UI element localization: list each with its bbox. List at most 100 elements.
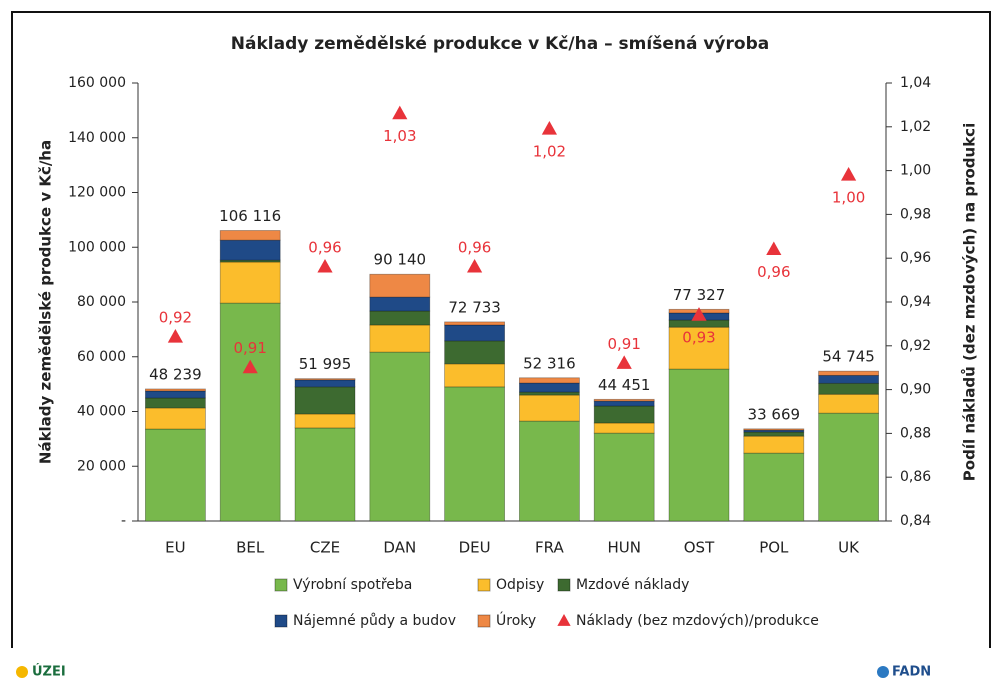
ratio-marker (392, 105, 408, 120)
total-label: 72 733 (448, 298, 501, 316)
footer-right: FADN (892, 665, 931, 680)
bar-segment (144, 397, 206, 409)
bar-segment (369, 324, 431, 353)
bar-segment (219, 261, 281, 304)
y-tick-label: 20 000 (77, 458, 126, 474)
ratio-marker (242, 359, 258, 374)
ratio-label: 1,02 (533, 142, 566, 160)
ratio-marker (541, 120, 557, 135)
legend-swatch (557, 578, 571, 592)
legend-label: Odpisy (496, 577, 544, 593)
y-tick-label: 40 000 (77, 404, 126, 420)
y-tick-label: 80 000 (77, 294, 126, 310)
ratio-label: 1,00 (832, 188, 865, 206)
bar-segment (818, 382, 879, 395)
bar-segment (369, 351, 431, 522)
bar-segment (593, 432, 655, 522)
y-tick-label: 160 000 (68, 75, 126, 91)
bar-segment (519, 377, 580, 384)
bar-segment (519, 420, 580, 522)
bar-segment (818, 412, 879, 522)
total-label: 44 451 (598, 376, 651, 394)
y-tick-label: 60 000 (77, 349, 126, 365)
total-label: 52 316 (523, 354, 576, 372)
y2-tick-label: 1,02 (900, 119, 931, 135)
ratio-marker (841, 166, 857, 181)
bar-segment (519, 391, 580, 396)
y2-tick-label: 0,84 (900, 513, 931, 529)
ratio-label: 0,96 (757, 263, 790, 281)
bar-segment (743, 435, 805, 454)
bar-segment (818, 374, 879, 384)
x-tick-label: OST (684, 539, 715, 557)
ratio-marker (167, 329, 183, 343)
bar-segment (369, 296, 431, 312)
y2-tick-label: 0,90 (900, 382, 931, 398)
bar-segment (294, 379, 356, 388)
ratio-label: 1,03 (383, 127, 416, 145)
bar-segment (219, 230, 281, 241)
ratio-marker (766, 241, 782, 256)
chart-title: Náklady zemědělské produkce v Kč/ha – sm… (231, 34, 769, 54)
bar-segment (144, 390, 206, 399)
legend-swatch (477, 614, 491, 628)
x-tick-label: UK (838, 539, 860, 557)
y-tick-label: 140 000 (68, 130, 126, 146)
y2-tick-label: 0,92 (900, 338, 931, 354)
bar-segment (519, 394, 580, 422)
legend-marker (557, 614, 571, 626)
y2-tick-label: 0,96 (900, 250, 931, 266)
total-label: 48 239 (149, 365, 202, 383)
x-tick-label: FRA (535, 539, 564, 557)
total-label: 106 116 (219, 207, 281, 225)
x-tick-label: HUN (607, 539, 640, 557)
bar-segment (294, 413, 356, 429)
legend-label: Úroky (496, 611, 536, 629)
bar-segment (818, 393, 879, 414)
bar-segment (144, 428, 206, 522)
y2-tick-label: 0,94 (900, 294, 931, 310)
bar-segment (369, 310, 431, 326)
ratio-label: 0,93 (682, 329, 715, 347)
ratio-label: 0,96 (458, 238, 491, 256)
legend-swatch (274, 578, 288, 592)
y2-axis-title: Podíl nákladů (dez mzdových) na produkci (961, 123, 979, 481)
bar-segment (593, 398, 655, 402)
ratio-label: 0,96 (308, 238, 341, 256)
bar-segment (444, 340, 506, 365)
legend-label: Náklady (bez mzdových)/produkce (576, 613, 819, 629)
y-tick-label: 100 000 (68, 239, 126, 255)
x-tick-label: BEL (236, 539, 265, 557)
x-tick-label: POL (759, 539, 789, 557)
footer-left: ÚZEI (32, 664, 66, 680)
x-tick-label: DAN (383, 539, 416, 557)
y2-tick-label: 1,00 (900, 163, 931, 179)
legend-label: Výrobní spotřeba (293, 577, 412, 593)
legend-swatch (274, 614, 288, 628)
bar-segment (144, 388, 206, 392)
total-label: 90 140 (374, 251, 427, 269)
bar-segment (743, 452, 805, 522)
bar-segment (294, 386, 356, 415)
total-label: 33 669 (748, 405, 801, 423)
bar-segment (144, 407, 206, 430)
bar-segment (743, 431, 805, 437)
legend-label: Nájemné půdy a budov (293, 613, 456, 629)
ratio-label: 0,92 (159, 309, 192, 327)
total-label: 54 745 (822, 348, 875, 366)
y2-tick-label: 0,86 (900, 469, 931, 485)
ratio-marker (691, 307, 707, 321)
bar-segment (294, 378, 356, 381)
bar-segment (593, 422, 655, 434)
bar-segment (668, 326, 730, 370)
bar-segment (593, 405, 655, 424)
legend-label: Mzdové náklady (576, 577, 689, 593)
ratio-label: 0,91 (607, 335, 640, 353)
y-tick-label: 120 000 (68, 185, 126, 201)
bar-segment (444, 386, 506, 522)
y-axis-title: Náklady zemědělské produkce v Kč/ha (37, 140, 55, 464)
legend-swatch (477, 578, 491, 592)
x-tick-label: CZE (310, 539, 340, 557)
logo-icon (16, 666, 28, 678)
